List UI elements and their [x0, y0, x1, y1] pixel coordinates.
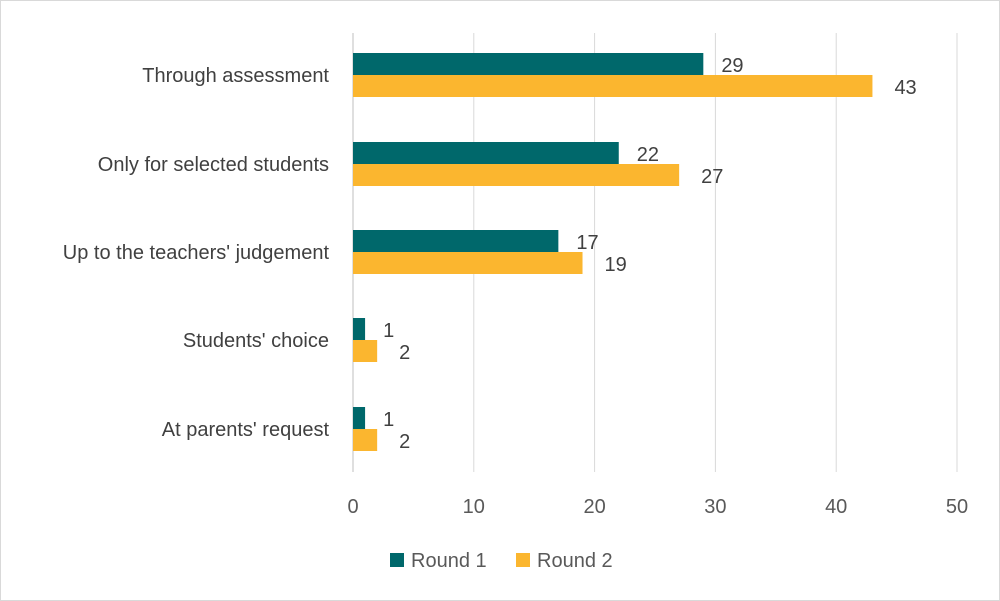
- bar-1-0: [353, 53, 704, 75]
- category-labels: Through assessment Only for selected stud…: [63, 65, 330, 441]
- category-label-4: At parents' request: [162, 419, 330, 441]
- category-label-2: Up to the teachers' judgement: [63, 242, 330, 264]
- bar-2-3: [353, 340, 378, 362]
- data-label-2-3: 2: [399, 342, 410, 364]
- x-tick-label-30: 30: [704, 496, 726, 518]
- data-label-2-4: 2: [399, 431, 410, 453]
- data-label-1-0: 29: [721, 55, 743, 77]
- x-tick-label-50: 50: [946, 496, 968, 518]
- bar-1-4: [353, 407, 366, 429]
- bar-2-2: [353, 252, 583, 274]
- bar-2-1: [353, 164, 680, 186]
- x-tick-label-20: 20: [583, 496, 605, 518]
- legend-swatch-1: [390, 553, 404, 567]
- legend-swatch-2: [516, 553, 530, 567]
- bar-1-1: [353, 142, 619, 164]
- legend-label-1: Round 1: [411, 550, 487, 572]
- data-label-2-2: 19: [605, 254, 627, 276]
- bar-2-0: [353, 75, 873, 97]
- x-tick-label-10: 10: [463, 496, 485, 518]
- data-label-1-1: 22: [637, 144, 659, 166]
- x-axis-tick-labels: 0 10 20 30 40 50: [347, 496, 968, 518]
- bars: [353, 53, 873, 451]
- category-label-1: Only for selected students: [98, 154, 329, 176]
- x-tick-label-40: 40: [825, 496, 847, 518]
- data-label-1-2: 17: [576, 232, 598, 254]
- x-tick-label-0: 0: [347, 496, 358, 518]
- gridlines: [352, 33, 958, 472]
- legend: Round 1 Round 2: [390, 550, 613, 572]
- bar-1-3: [353, 318, 366, 340]
- data-label-1-3: 1: [383, 320, 394, 342]
- data-label-2-1: 27: [701, 166, 723, 188]
- data-label-1-4: 1: [383, 409, 394, 431]
- legend-label-2: Round 2: [537, 550, 613, 572]
- bar-1-2: [353, 230, 559, 252]
- category-label-3: Students' choice: [183, 330, 329, 352]
- bar-2-4: [353, 429, 378, 451]
- data-label-2-0: 43: [894, 77, 916, 99]
- category-label-0: Through assessment: [142, 65, 329, 87]
